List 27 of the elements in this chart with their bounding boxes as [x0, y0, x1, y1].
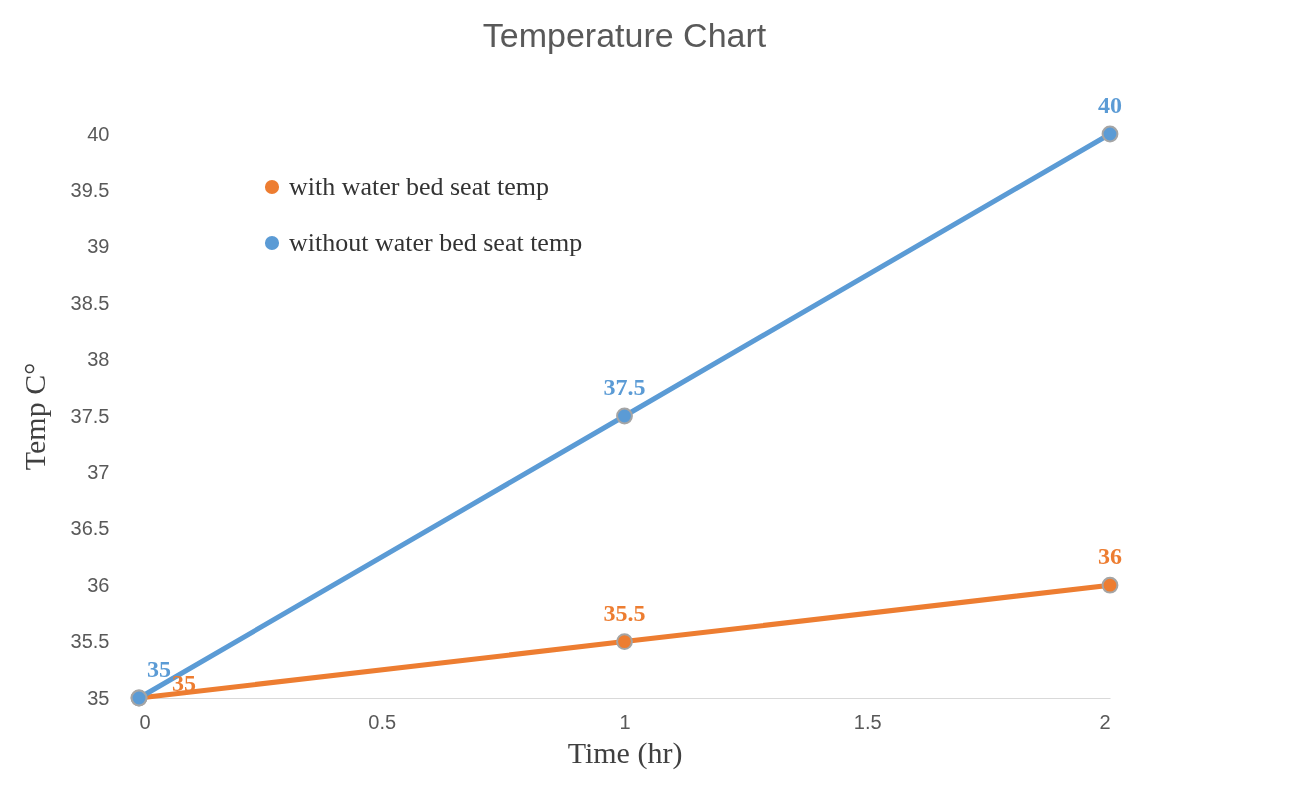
- data-label: 40: [1098, 92, 1122, 118]
- y-tick-label: 36.5: [70, 517, 110, 540]
- x-tick-label: 1.5: [853, 710, 882, 733]
- y-tick-label: 35: [87, 686, 110, 709]
- x-axis-title: Time (hr): [567, 735, 683, 770]
- y-tick-label: 38.5: [70, 291, 110, 314]
- y-tick-label: 35.5: [70, 630, 110, 653]
- data-label: 37.5: [603, 374, 646, 400]
- chart-title: Temperature Chart: [482, 16, 767, 54]
- legend-label: without water bed seat temp: [289, 228, 583, 257]
- y-tick-label: 39: [87, 235, 110, 258]
- legend-label: with water bed seat temp: [289, 172, 549, 201]
- y-tick-label: 37.5: [70, 404, 110, 427]
- data-label: 35: [172, 670, 196, 696]
- y-tick-label: 36: [87, 573, 110, 596]
- x-tick-label: 1: [619, 710, 631, 733]
- y-tick-label: 38: [87, 348, 110, 371]
- y-tick-label: 37: [87, 460, 110, 483]
- data-label: 35: [147, 656, 171, 682]
- y-axis-title: Temp C°: [17, 362, 51, 471]
- x-tick-label: 2: [1099, 710, 1111, 733]
- x-tick-label: 0.5: [368, 710, 397, 733]
- data-label: 35.5: [603, 599, 646, 626]
- data-label: 36: [1098, 543, 1122, 570]
- x-tick-label: 0: [139, 710, 151, 733]
- y-tick-label: 40: [87, 122, 110, 145]
- y-tick-label: 39.5: [70, 178, 110, 201]
